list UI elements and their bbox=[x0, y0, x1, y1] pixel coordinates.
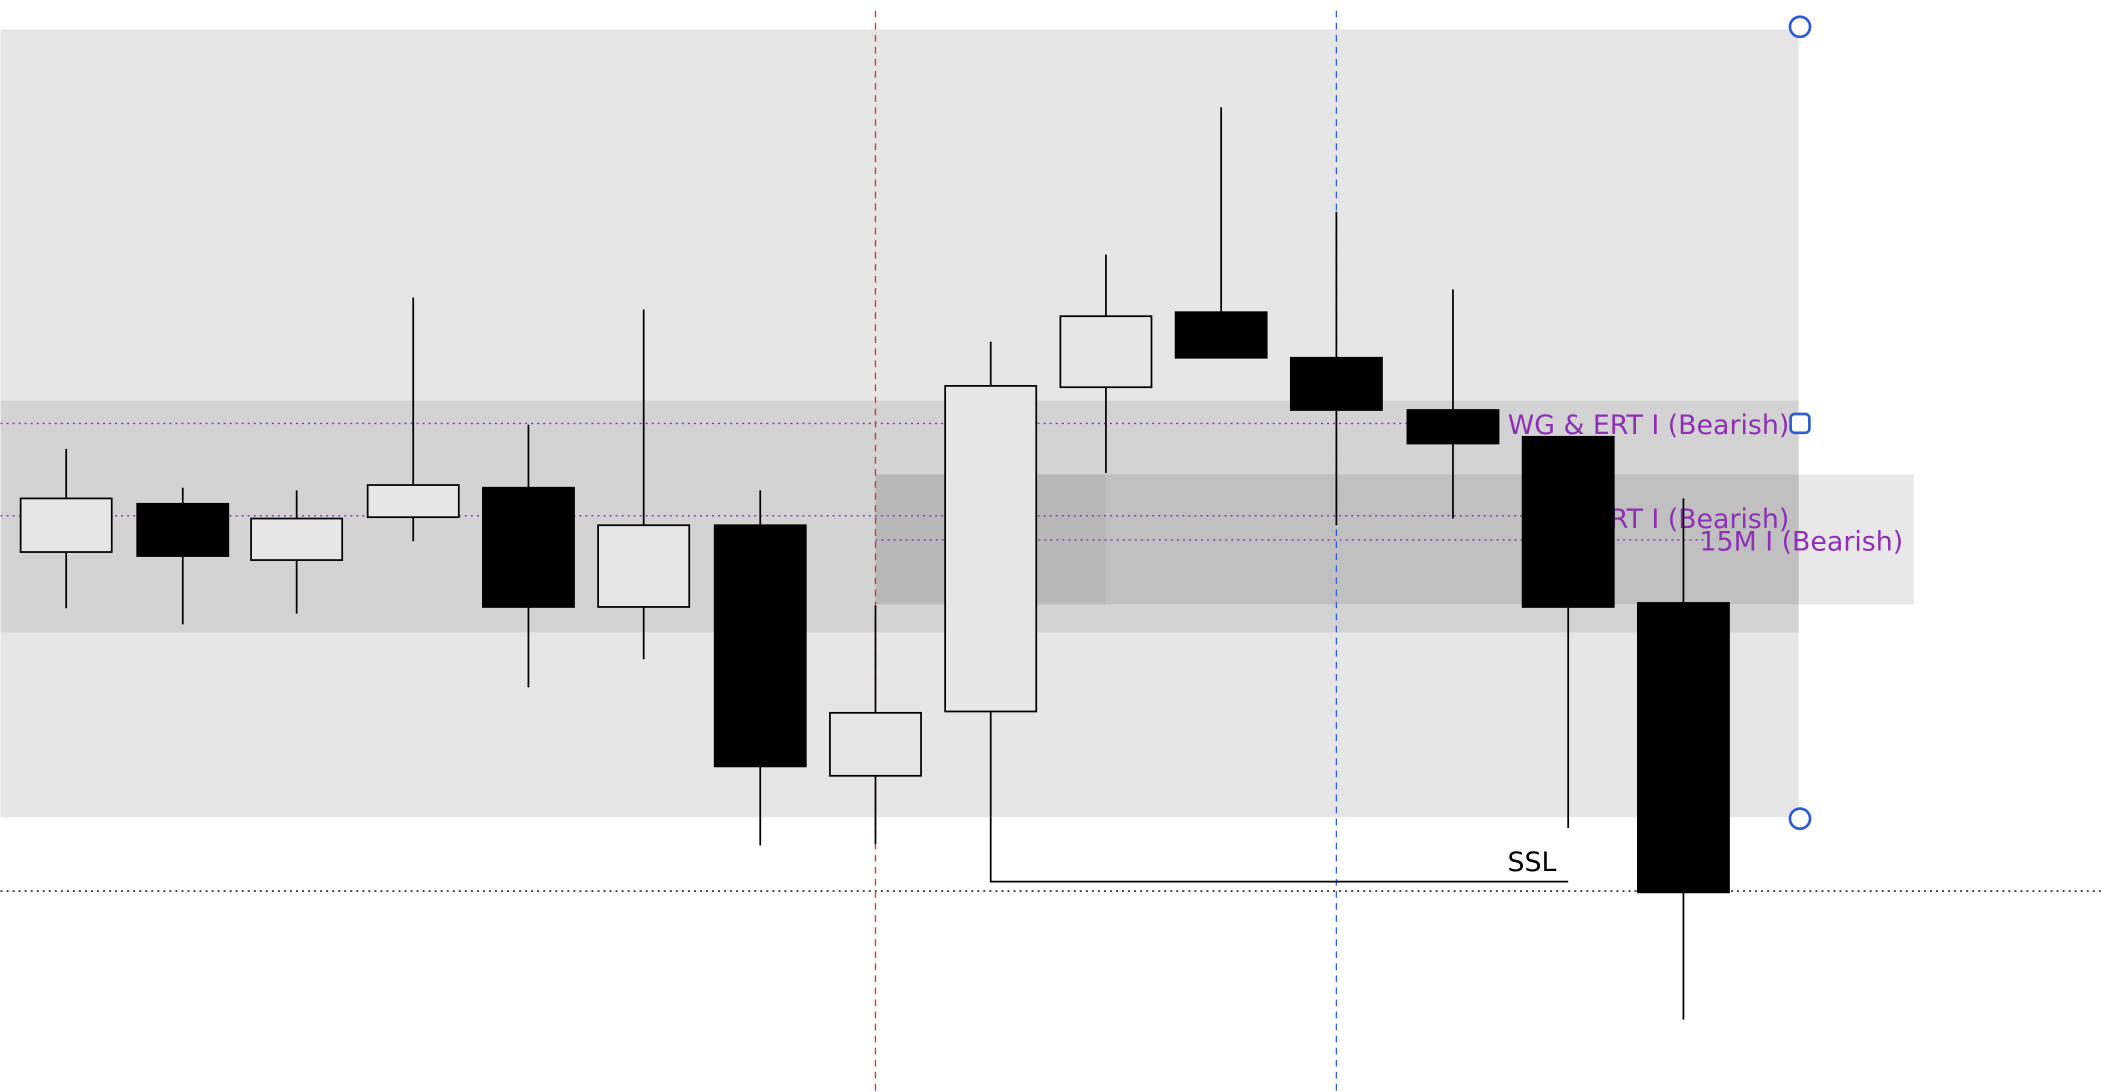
resize-handle[interactable] bbox=[1788, 15, 1812, 39]
candles bbox=[19, 107, 1730, 1020]
candle bbox=[713, 524, 807, 768]
candle bbox=[1289, 356, 1383, 411]
resize-handle[interactable] bbox=[1789, 412, 1811, 435]
zone-label: 1H WG & ERT I (Bearish) bbox=[1462, 410, 1789, 441]
zone-label: 15M I (Bearish) bbox=[1700, 527, 1904, 558]
candle bbox=[482, 486, 575, 608]
candle bbox=[1521, 435, 1615, 608]
candle bbox=[1059, 315, 1153, 389]
candle bbox=[829, 711, 922, 777]
candle bbox=[1636, 602, 1730, 894]
candle bbox=[366, 484, 460, 519]
candle bbox=[19, 497, 113, 553]
candle bbox=[1406, 409, 1500, 445]
resize-handle[interactable] bbox=[1788, 807, 1812, 831]
candle bbox=[1174, 311, 1268, 359]
candle bbox=[250, 517, 344, 561]
candle bbox=[136, 502, 230, 557]
candle bbox=[944, 385, 1038, 713]
ssl-label: SSL bbox=[1508, 847, 1557, 878]
zone-label: ERT I (Bearish) bbox=[1593, 504, 1789, 535]
candle bbox=[597, 524, 691, 608]
ssl-line[interactable] bbox=[989, 712, 1569, 883]
